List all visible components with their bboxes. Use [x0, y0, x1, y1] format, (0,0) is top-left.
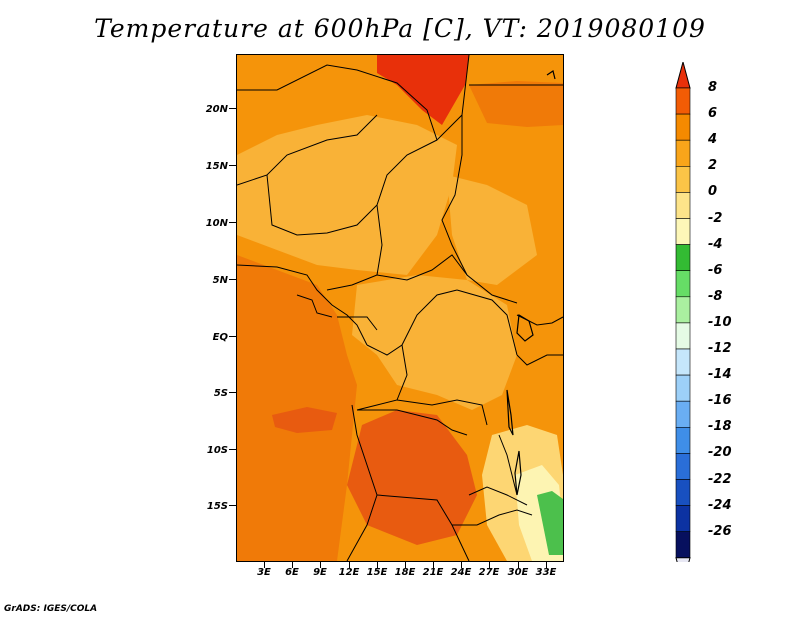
- colorbar-label: -24: [708, 497, 732, 513]
- country-borders: [237, 55, 563, 561]
- colorbar-label: -12: [708, 341, 732, 356]
- lon-tick-30e: 30E: [507, 567, 529, 578]
- lat-tick-10s: 10S: [206, 445, 228, 456]
- colorbar-box-15: [675, 453, 691, 480]
- colorbar-top-triangle: [675, 62, 691, 89]
- colorbar-label: -22: [708, 471, 732, 487]
- colorbar-box-16: [675, 479, 691, 506]
- colorbar-bottom-triangle: [675, 557, 691, 562]
- lat-tick-5n: 5N: [212, 275, 228, 286]
- lon-tick-27e: 27E: [478, 567, 500, 578]
- lon-tick-33e: 33E: [535, 567, 557, 578]
- lat-tick-20n: 20N: [205, 104, 228, 115]
- colorbar-box-13: [675, 400, 691, 428]
- colorbar-label: 8: [708, 80, 718, 95]
- colorbar-box-10: [675, 322, 691, 350]
- lon-tickmark-10: [546, 562, 547, 568]
- lon-tick-15e: 15E: [366, 567, 388, 578]
- colorbar-box-2: [675, 113, 691, 141]
- lon-tickmark-8: [489, 562, 490, 568]
- lon-tick-9e: 9E: [313, 567, 327, 578]
- lon-tick-18e: 18E: [394, 567, 416, 578]
- lat-tick-15s: 15S: [206, 501, 228, 512]
- lat-tickmark-3: [229, 279, 236, 280]
- lat-tick-10n: 10N: [205, 218, 228, 229]
- grads-credit: GrADS: IGES/COLA: [4, 604, 98, 614]
- colorbar-label: 6: [708, 106, 718, 122]
- colorbar-label: -16: [708, 393, 732, 409]
- lon-tickmark-2: [320, 562, 321, 568]
- lat-tickmark-5: [229, 392, 236, 393]
- colorbar-box-4: [675, 166, 691, 193]
- field-hot-northeast: [469, 81, 563, 127]
- lon-tickmark-1: [292, 562, 293, 568]
- colorbar-box-3: [675, 139, 691, 167]
- lon-tick-6e: 6E: [285, 567, 299, 578]
- lon-tick-24e: 24E: [450, 567, 472, 578]
- lon-tick-3e: 3E: [257, 567, 271, 578]
- lat-tick-15n: 15N: [205, 161, 228, 172]
- colorbar-label: 4: [708, 132, 718, 148]
- lat-tickmark-1: [229, 165, 236, 166]
- field-mild-sahel: [237, 115, 457, 275]
- colorbar-label: -6: [708, 262, 723, 278]
- colorbar-label: -14: [708, 367, 732, 383]
- lon-tick-12e: 12E: [338, 567, 360, 578]
- lat-tickmark-0: [229, 108, 236, 109]
- colorbar-box-17: [675, 505, 691, 533]
- temperature-map: [236, 54, 564, 562]
- colorbar-label: -2: [708, 210, 723, 226]
- field-mild-east: [447, 175, 537, 285]
- colorbar-box-11: [675, 348, 691, 376]
- map-canvas: [237, 55, 563, 561]
- colorbar-box-6: [675, 218, 691, 245]
- colorbar-box-8: [675, 270, 691, 298]
- colorbar-label: -20: [708, 445, 732, 461]
- colorbar-label: -26: [708, 523, 732, 539]
- colorbar-label: -10: [708, 314, 732, 330]
- colorbar-label: -4: [708, 236, 723, 252]
- colorbar-box-5: [675, 192, 691, 219]
- colorbar: [675, 62, 691, 562]
- field-hot-west: [237, 255, 357, 561]
- colorbar-box-9: [675, 296, 691, 324]
- colorbar-label: 2: [708, 158, 718, 174]
- colorbar-box-14: [675, 426, 691, 454]
- lon-tickmark-7: [461, 562, 462, 568]
- field-green-patch: [537, 491, 563, 555]
- colorbar-label: -18: [708, 419, 732, 435]
- colorbar-box-1: [675, 87, 691, 115]
- colorbar-label: -8: [708, 288, 723, 304]
- colorbar-box-12: [675, 374, 691, 402]
- lon-tickmark-9: [518, 562, 519, 568]
- lon-tick-21e: 21E: [422, 567, 444, 578]
- lon-tickmark-3: [349, 562, 350, 568]
- map-title: Temperature at 600hPa [C], VT: 201908010…: [94, 14, 706, 43]
- lat-tickmark-6: [229, 449, 236, 450]
- lon-tickmark-0: [264, 562, 265, 568]
- lat-tickmark-7: [229, 505, 236, 506]
- colorbar-box-7: [675, 244, 691, 272]
- field-mild-congo: [352, 275, 517, 410]
- lon-tickmark-5: [405, 562, 406, 568]
- colorbar-box-18: [675, 531, 691, 559]
- lon-tickmark-4: [377, 562, 378, 568]
- colorbar-label: 0: [708, 184, 718, 200]
- lat-tick-5s: 5S: [213, 388, 228, 399]
- lat-tickmark-2: [229, 222, 236, 223]
- field-red-north: [377, 55, 469, 125]
- field-hot-atlantic-blob: [272, 407, 337, 433]
- field-hot-angola: [347, 410, 477, 545]
- lat-tickmark-4: [229, 336, 236, 337]
- lat-tick-eq: EQ: [212, 332, 228, 343]
- lon-tickmark-6: [433, 562, 434, 568]
- colorbar-boxes: [675, 62, 691, 562]
- lakes: [506, 70, 556, 496]
